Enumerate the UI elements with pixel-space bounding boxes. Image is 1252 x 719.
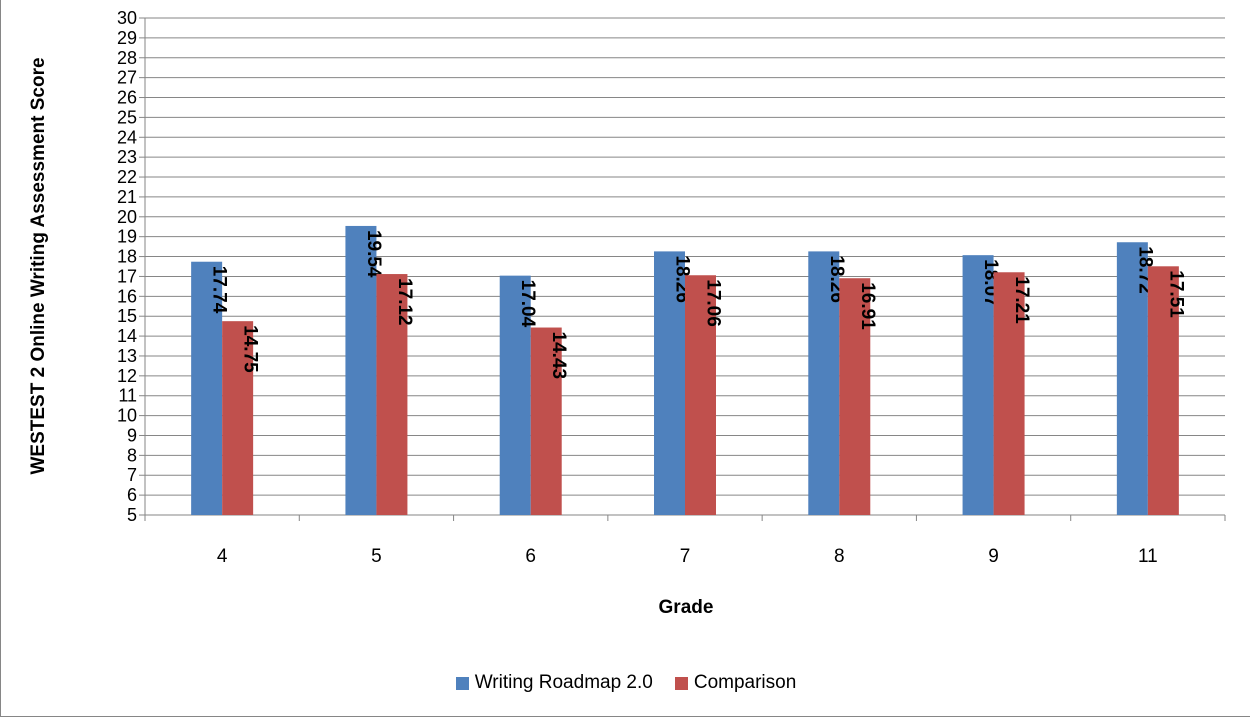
legend-swatch-series-1 [455,676,469,690]
x-tick-label: 8 [834,546,845,567]
x-tick-label: 5 [371,546,382,567]
data-label-series-2: 14.43 [548,332,569,380]
x-tick-label: 4 [217,546,228,567]
y-tick-label: 20 [117,207,137,227]
y-tick-label: 17 [117,266,137,286]
bar-series-2 [685,275,716,515]
bar-series-1 [654,251,685,515]
y-tick-label: 23 [117,147,137,167]
data-label-series-2: 17.21 [1011,276,1032,324]
legend-item-series-1: Writing Roadmap 2.0 [455,672,653,694]
y-tick-label: 14 [117,326,137,346]
y-tick-label: 8 [127,445,137,465]
x-tick-labels: 4 5 6 7 8 9 11 [217,546,1158,567]
data-label-series-2: 16.91 [857,282,878,330]
x-tick-label: 6 [525,546,536,567]
y-tick-labels: 5678910111213141516171819202122232425262… [117,8,137,525]
y-tick-label: 21 [117,187,137,207]
x-tick-label: 9 [988,546,999,567]
data-label-series-2: 14.75 [240,325,261,373]
legend-item-series-2: Comparison [674,672,797,694]
legend-label-series-1: Writing Roadmap 2.0 [474,672,653,693]
legend: Writing Roadmap 2.0 Comparison [0,668,1252,698]
legend-label-series-2: Comparison [693,672,797,693]
y-tick-label: 15 [117,306,137,326]
bar-series-2 [376,274,408,515]
data-label-series-1: 17.04 [517,280,538,328]
y-tick-label: 28 [117,48,137,68]
bar-series-1 [808,251,840,515]
bar-series-2 [530,327,562,515]
y-tick-label: 22 [117,167,137,187]
bar-series-1 [962,255,994,515]
legend-swatch-series-2 [674,676,688,690]
bar-series-1 [191,261,223,515]
y-tick-label: 26 [117,88,137,108]
y-tick-label: 6 [127,485,137,505]
bar-series-2 [1147,266,1179,515]
data-label-series-1: 17.74 [209,266,230,314]
bar-series-2 [839,278,871,515]
y-tick-label: 19 [117,227,137,247]
x-axis-title: Grade [659,597,714,618]
bar-series-2 [222,321,254,515]
data-label-series-2: 17.51 [1165,270,1186,318]
y-tick-label: 7 [127,465,137,485]
y-tick-label: 18 [117,247,137,267]
y-tick-label: 10 [117,406,137,426]
y-tick-label: 24 [117,127,137,147]
y-tick-label: 16 [117,286,137,306]
y-tick-label: 27 [117,68,137,88]
bar-series-1 [345,225,377,515]
y-tick-label: 25 [117,107,137,127]
y-tick-label: 9 [127,425,137,445]
y-tick-label: 12 [117,366,137,386]
x-tick-label: 7 [680,546,691,567]
y-tick-label: 11 [118,386,137,406]
bar-series-1 [499,275,531,515]
x-tick-label: 11 [1138,546,1158,567]
data-label-series-2: 17.06 [703,279,724,327]
y-tick-label: 13 [117,346,137,366]
y-axis-title: WESTEST 2 Online Writing Assessment Scor… [28,57,49,474]
data-label-series-2: 17.12 [394,278,415,326]
bar-series-1 [1116,242,1148,515]
y-tick-label: 29 [117,28,137,48]
bar-series-2 [993,272,1025,515]
y-tick-label: 30 [117,8,137,28]
y-tick-label: 5 [127,505,137,525]
data-label-series-1: 19.54 [363,230,384,278]
